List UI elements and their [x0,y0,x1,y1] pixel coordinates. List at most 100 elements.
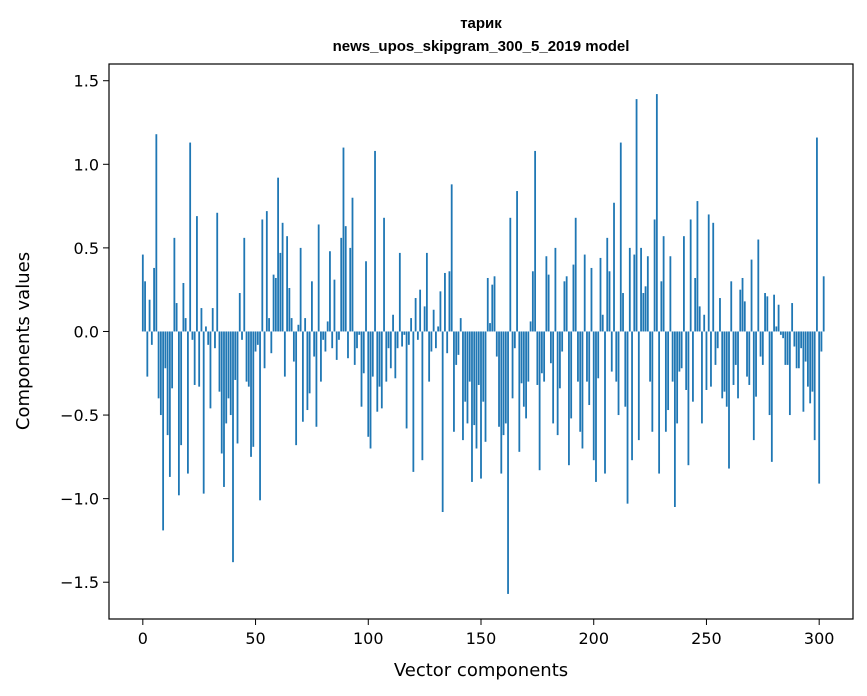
bar [692,331,694,402]
x-tick-label: 300 [804,629,835,648]
bar [743,301,746,332]
bar [344,226,347,332]
bar [150,331,153,345]
bar [410,318,413,332]
bar [398,252,401,332]
bar [716,331,719,349]
bar [642,293,645,332]
bar [482,331,485,402]
chart-subtitle: news_upos_skipgram_300_5_2019 model [333,38,630,55]
bar [486,277,489,332]
bar [592,331,595,461]
bar [590,267,593,332]
bar [816,137,818,332]
y-tick-label: 0.0 [74,322,99,341]
bar [477,331,480,385]
bar [617,331,620,416]
bar [236,331,239,444]
bar [644,286,647,332]
bar [374,150,376,332]
bar [468,331,471,382]
x-tick-label: 200 [578,629,609,648]
bar [579,331,582,432]
bar [304,318,307,332]
bar [362,331,365,374]
bar [437,326,440,332]
bar [766,296,769,332]
bar [279,252,282,332]
bar [608,271,611,332]
bar [540,331,543,374]
bar [259,331,261,501]
bar [480,331,482,479]
bar [446,331,449,354]
bar [272,274,275,332]
bar [369,331,372,449]
bar [606,237,609,332]
bar [820,331,823,352]
bar [572,264,575,332]
bar [534,150,537,332]
bar [811,331,814,392]
bar [403,331,406,335]
bar [155,134,158,332]
bar [563,281,566,332]
bar [376,331,379,412]
y-tick-label: 1.5 [74,72,99,91]
bar [640,247,642,332]
bar [633,254,636,332]
bar [577,331,579,382]
bar [295,331,298,446]
bar [768,331,771,416]
bar [315,331,318,427]
bar [822,276,825,332]
bar [739,289,742,332]
bar [313,331,316,357]
bar [595,331,597,482]
bar [168,331,171,477]
bar [196,216,198,332]
bar [353,331,356,365]
bar [549,331,552,364]
bar [538,331,541,471]
bar [489,323,491,332]
bar [710,331,712,387]
bar [658,331,661,474]
bar [653,219,656,332]
axes: 0 50 100 150 200 250 300 −1.5 −1.0 −0.5 0.0 0.5 1.0 1… [60,72,834,648]
bar [365,261,367,332]
bar [635,99,638,332]
bar [511,331,514,399]
bar [770,331,773,462]
bar [673,331,676,507]
bar [588,331,591,406]
bar [450,184,453,332]
bar [317,224,320,332]
bar [685,331,688,390]
bar [500,331,503,474]
bar [484,331,487,442]
y-tick-label: 0.5 [74,239,99,258]
bar [277,177,279,332]
bar [543,331,546,382]
bar [241,331,243,340]
bar [371,331,374,377]
bar [148,299,151,332]
bar [527,331,530,382]
bar [581,331,584,449]
bar [746,331,748,377]
bar [516,191,518,332]
bar [705,331,708,390]
bar [430,331,433,352]
bar [421,331,424,461]
bar [191,331,194,340]
bar [757,239,760,332]
bar [759,331,762,357]
bar [795,331,798,369]
bar [491,284,494,332]
bar [786,331,789,365]
bar [755,331,757,397]
bar [171,331,174,389]
bar [220,331,223,454]
bar [265,211,268,332]
